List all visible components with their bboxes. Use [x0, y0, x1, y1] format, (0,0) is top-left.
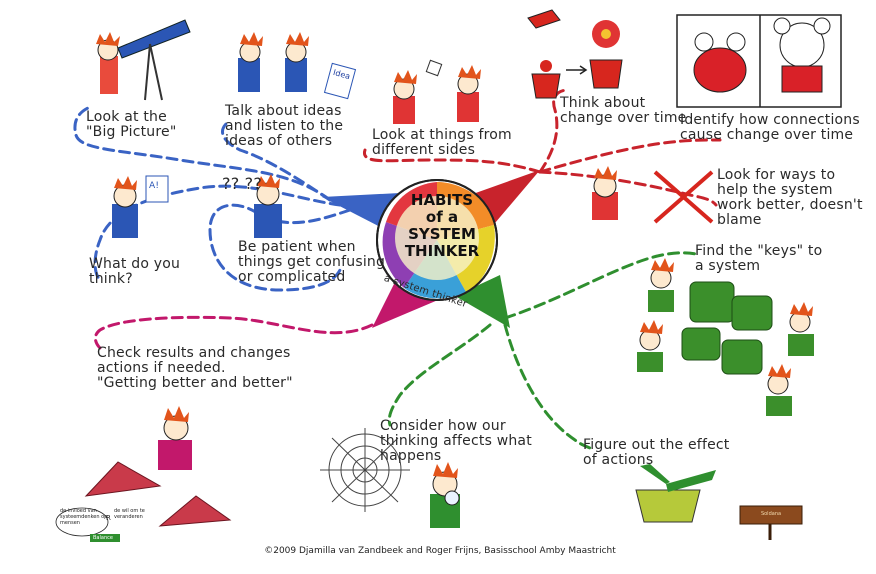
patient-kid	[254, 174, 282, 238]
sign-text: Soldana	[760, 511, 782, 517]
web-and-kid	[320, 428, 460, 528]
talking-kids	[238, 32, 357, 100]
green-branch-line-thinking	[387, 323, 492, 427]
no-blame-kid	[592, 166, 714, 224]
question-marks: ?? ??	[222, 174, 263, 193]
habit-help-system: Look for ways to help the system work be…	[717, 167, 863, 228]
red-branch-line-sides	[363, 148, 542, 174]
green-branch-triangle	[455, 275, 510, 328]
habit-connections: Identify how connections cause change ov…	[680, 112, 860, 143]
habit-effect-actions: Figure out the effect of actions	[583, 437, 730, 468]
blue-branch-line-patient	[208, 203, 352, 292]
bear-boxes	[676, 14, 842, 108]
blue-branch-line-bigpicture	[73, 106, 332, 202]
tents-kid	[55, 406, 232, 542]
habit-thinking-affects: Consider how our thinking affects what h…	[380, 418, 532, 464]
habit-be-patient: Be patient when things get confusing or …	[238, 239, 386, 285]
habit-change-over-time: Think about change over time	[560, 95, 687, 126]
telescope-kid	[96, 19, 191, 101]
loop-label-r: R	[106, 514, 111, 522]
habit-talk-listen: Talk about ideas and listen to the ideas…	[225, 103, 344, 149]
red-branch-line-connections	[538, 138, 722, 174]
center-circle	[376, 179, 498, 301]
habit-big-picture: Look at the "Big Picture"	[86, 109, 177, 140]
habit-keys: Find the "keys" to a system	[695, 243, 823, 274]
habit-what-think: What do you think?	[89, 256, 181, 287]
habit-different-sides: Look at things from different sides	[372, 127, 512, 158]
green-branch-line-effect	[503, 323, 592, 450]
red-branch-line-time	[538, 88, 570, 174]
puzzle-kids	[637, 258, 814, 416]
center-title: HABITS of a SYSTEM THINKER	[404, 191, 480, 260]
paper-kid	[112, 175, 169, 238]
green-branch-line-keys	[503, 251, 698, 320]
paper-mark: A!	[149, 181, 160, 191]
loop-label-left: de invloed van systeemdenken op mensen	[60, 508, 108, 526]
loop-badge: Balance	[93, 535, 113, 541]
habit-check-results: Check results and changes actions if nee…	[97, 345, 293, 391]
blue-branch-line-talk	[221, 122, 332, 202]
loop-label-right: de wil om te veranderen	[114, 508, 145, 520]
magenta-branch-line-check	[93, 315, 374, 350]
plant-and-sign	[635, 464, 803, 540]
copyright-caption: ©2009 Djamilla van Zandbeek and Roger Fr…	[264, 546, 616, 556]
flower-pots	[527, 9, 623, 99]
cube-kids	[393, 59, 481, 124]
